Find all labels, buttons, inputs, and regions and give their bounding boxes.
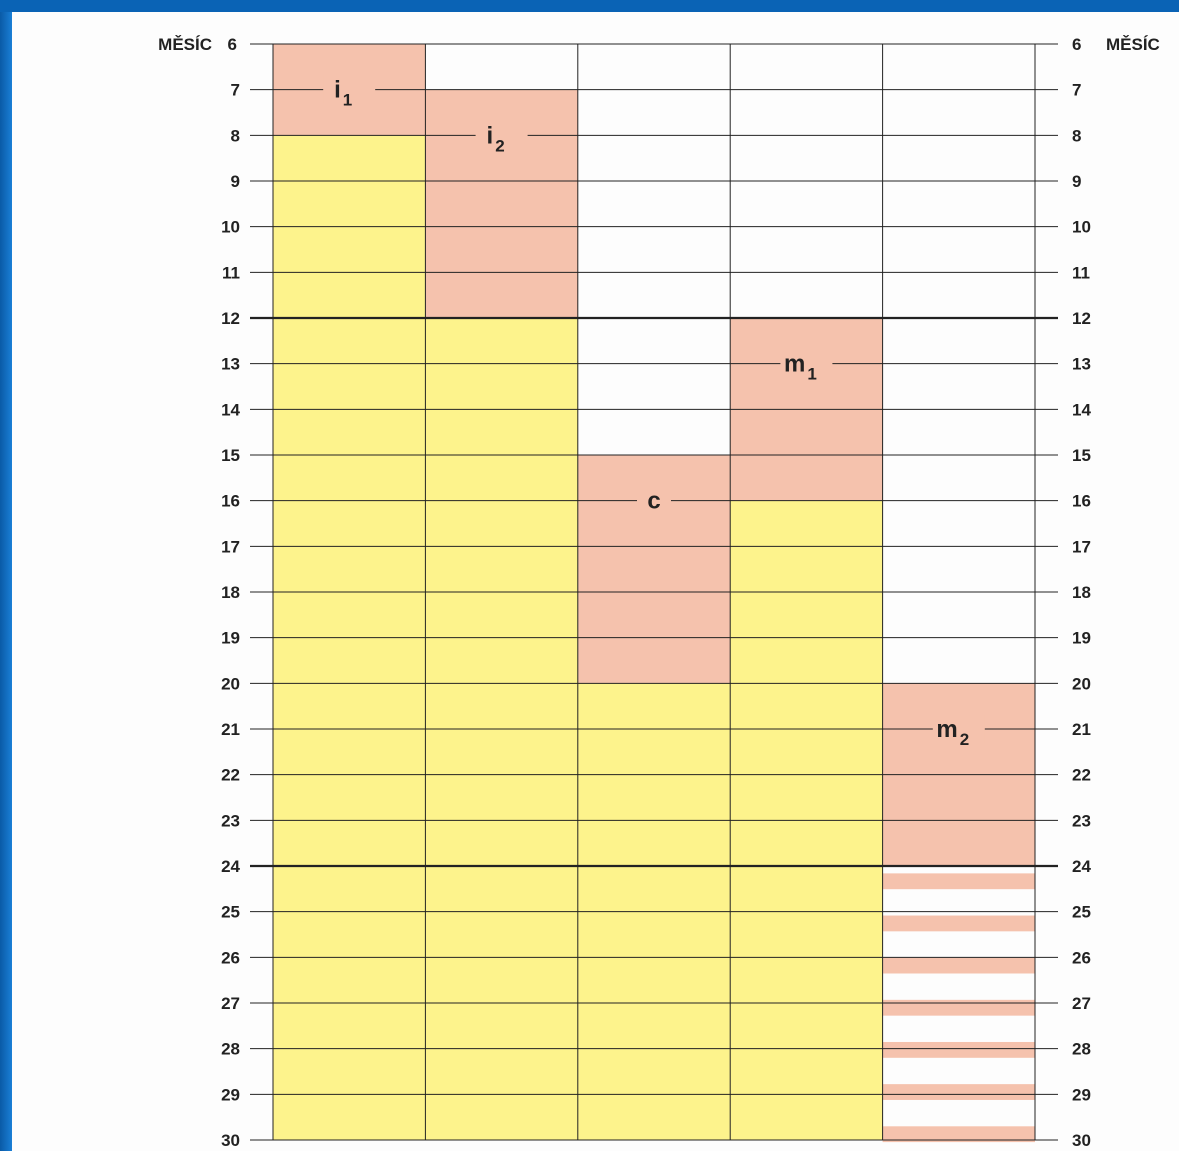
phase-label-bg bbox=[323, 75, 376, 104]
y-tick-label-right: 30 bbox=[1072, 1131, 1091, 1150]
y-tick-label-left: 16 bbox=[221, 492, 240, 511]
y-tick-label-left: 20 bbox=[221, 674, 240, 693]
y-tick-label-right: 15 bbox=[1072, 446, 1091, 465]
y-tick-label-left: 9 bbox=[231, 172, 240, 191]
y-tick-label-right: 24 bbox=[1072, 857, 1091, 876]
phase-label-bg bbox=[780, 349, 833, 378]
y-tick-label-left: 6 bbox=[228, 35, 237, 54]
y-tick-label-left: 23 bbox=[221, 811, 240, 830]
phase-label-subscript: 1 bbox=[343, 91, 352, 110]
striped-band-col-5 bbox=[882, 1126, 1035, 1143]
y-tick-label-left: 13 bbox=[221, 355, 240, 374]
y-tick-label-right: 13 bbox=[1072, 355, 1091, 374]
y-tick-label-left: 22 bbox=[221, 766, 240, 785]
y-tick-label-right: 11 bbox=[1072, 263, 1090, 282]
striped-band-col-5 bbox=[882, 999, 1035, 1016]
y-tick-label-right: 19 bbox=[1072, 629, 1091, 648]
y-tick-label-right: 22 bbox=[1072, 766, 1091, 785]
phase-bars bbox=[273, 44, 1035, 1143]
y-tick-label-right: 23 bbox=[1072, 811, 1091, 830]
phase-label: c bbox=[647, 488, 660, 515]
y-tick-label-right: 6 bbox=[1072, 35, 1081, 54]
y-tick-label-right: 12 bbox=[1072, 309, 1091, 328]
y-tick-label-right: 27 bbox=[1072, 994, 1091, 1013]
phase-labels: i 1i 2cm 1m 2 bbox=[323, 75, 985, 749]
y-tick-label-right: 10 bbox=[1072, 218, 1091, 237]
grid-lines bbox=[250, 43, 1058, 1141]
y-tick-label-right: 16 bbox=[1072, 492, 1091, 511]
y-tick-label-right: 29 bbox=[1072, 1085, 1091, 1104]
y-axis-title-right: MĚSÍC bbox=[1106, 35, 1160, 54]
y-tick-label-left: 30 bbox=[221, 1131, 240, 1150]
striped-band-col-5 bbox=[882, 1084, 1035, 1100]
left-edge-shade bbox=[0, 12, 12, 1151]
y-tick-label-left: 7 bbox=[231, 81, 240, 100]
y-tick-label-left: 21 bbox=[221, 720, 240, 739]
y-tick-label-right: 8 bbox=[1072, 126, 1081, 145]
phase-label-subscript: 2 bbox=[495, 136, 504, 155]
y-tick-label-left: 24 bbox=[221, 857, 240, 876]
phase-label-bg bbox=[637, 486, 671, 515]
y-tick-label-left: 11 bbox=[222, 263, 240, 282]
y-tick-label-left: 28 bbox=[221, 1040, 240, 1059]
y-tick-label-right: 28 bbox=[1072, 1040, 1091, 1059]
y-axis-title-left: MĚSÍC bbox=[158, 35, 212, 54]
y-tick-label-right: 18 bbox=[1072, 583, 1091, 602]
striped-band-col-5 bbox=[882, 1041, 1035, 1058]
y-tick-label-right: 7 bbox=[1072, 81, 1081, 100]
y-tick-label-right: 21 bbox=[1072, 720, 1091, 739]
y-tick-label-right: 17 bbox=[1072, 537, 1091, 556]
phase-label-subscript: 1 bbox=[807, 365, 816, 384]
phase-label-bg bbox=[475, 121, 528, 150]
y-tick-label-right: 25 bbox=[1072, 903, 1091, 922]
striped-band-col-5 bbox=[882, 915, 1035, 932]
y-tick-label-right: 20 bbox=[1072, 674, 1091, 693]
phase-label-subscript: 2 bbox=[960, 730, 969, 749]
striped-band-col-5 bbox=[882, 957, 1035, 974]
y-tick-label-left: 15 bbox=[221, 446, 240, 465]
y-tick-label-left: 18 bbox=[221, 583, 240, 602]
y-tick-label-left: 27 bbox=[221, 994, 240, 1013]
y-tick-label-left: 26 bbox=[221, 948, 240, 967]
y-tick-label-left: 14 bbox=[221, 400, 240, 419]
phase-label-bg bbox=[932, 715, 985, 743]
y-tick-label-left: 17 bbox=[221, 537, 240, 556]
y-tick-label-left: 29 bbox=[221, 1085, 240, 1104]
y-tick-label-left: 19 bbox=[221, 629, 240, 648]
y-tick-label-left: 10 bbox=[221, 218, 240, 237]
y-tick-label-left: 8 bbox=[231, 126, 240, 145]
y-tick-label-right: 9 bbox=[1072, 172, 1081, 191]
y-tick-label-right: 26 bbox=[1072, 948, 1091, 967]
y-tick-label-right: 14 bbox=[1072, 400, 1091, 419]
y-tick-label-left: 12 bbox=[221, 309, 240, 328]
y-tick-label-left: 25 bbox=[221, 903, 240, 922]
striped-band-col-5 bbox=[882, 873, 1035, 890]
